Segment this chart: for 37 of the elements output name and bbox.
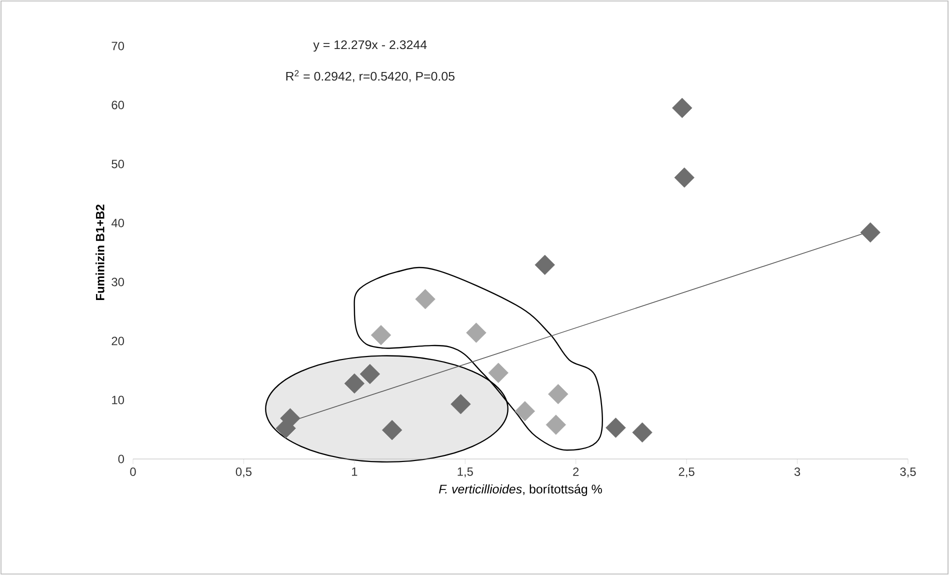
y-tick-label: 50	[112, 160, 124, 168]
y-axis-title: Fuminizin B1+B2	[96, 204, 104, 300]
point	[514, 401, 536, 422]
point	[466, 322, 486, 343]
x-tick-label: 0	[130, 468, 136, 476]
y-tick-label: 60	[112, 100, 124, 110]
y-tick-label: 0	[118, 454, 124, 464]
point	[415, 289, 436, 310]
x-tick-label: 2	[573, 468, 579, 476]
point	[632, 422, 652, 443]
point	[382, 420, 402, 440]
y-tick-label: 40	[111, 218, 124, 228]
point	[548, 384, 568, 404]
point	[860, 222, 880, 243]
point	[488, 362, 508, 383]
point	[534, 254, 555, 275]
y-tick-label: 20	[112, 336, 124, 346]
x-tick-label: 1,5	[458, 468, 473, 478]
point	[672, 98, 692, 118]
x-axis-title: F. verticillioides, borítottság %	[438, 484, 602, 496]
x-tick-label: 3,5	[900, 468, 916, 478]
y-tick-label: 10	[112, 396, 124, 404]
point	[606, 418, 626, 438]
point	[546, 414, 566, 435]
point	[360, 364, 380, 384]
point	[370, 325, 392, 346]
annotation: R$^{2}$ = 0.2942, r=0.5420, P=0.05	[286, 70, 455, 82]
y-tick-label: 30	[112, 278, 124, 286]
y-tick-label: 70	[112, 42, 124, 50]
point	[344, 373, 365, 394]
point	[674, 167, 694, 188]
x-tick-label: 1	[352, 468, 358, 476]
x-tick-label: 0,5	[236, 468, 252, 478]
point	[450, 394, 471, 414]
x-tick-label: 3	[794, 468, 800, 476]
x-tick-label: 2,5	[678, 468, 694, 478]
annotation: y = 12.279x - 2.3244	[313, 40, 427, 52]
